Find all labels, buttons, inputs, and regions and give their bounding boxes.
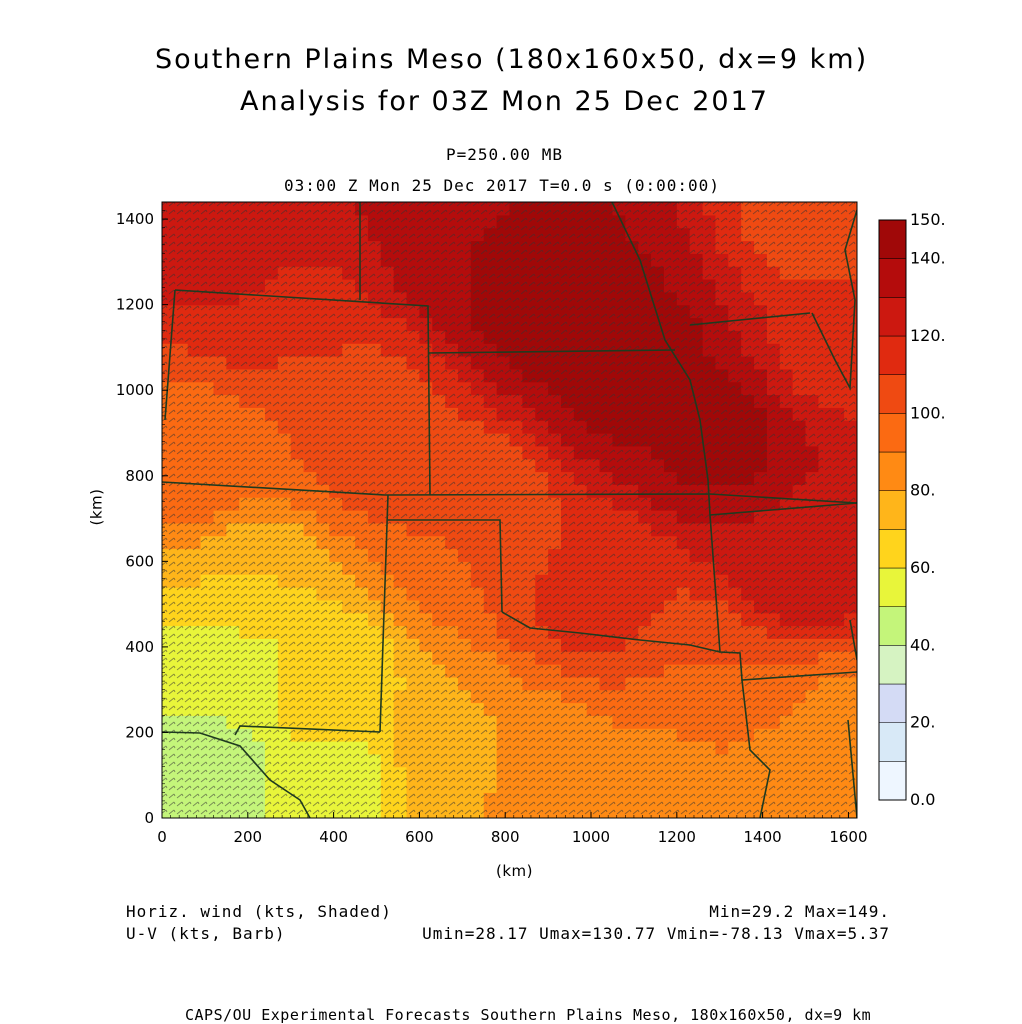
- colorbar-swatch: [878, 297, 907, 337]
- credit-line: CAPS/OU Experimental Forecasts Southern …: [185, 1006, 872, 1024]
- border-red-river: [501, 611, 721, 653]
- y-tick-label: 1200: [116, 296, 154, 314]
- x-tick-label: 1600: [829, 828, 867, 846]
- colorbar-label: 140.: [910, 249, 946, 268]
- chart-subtitle: Analysis for 03Z Mon 25 Dec 2017: [240, 86, 769, 117]
- border-arkansas-east: [741, 679, 771, 818]
- border-nebraska-south: [162, 481, 857, 504]
- colorbar-swatch: [878, 374, 907, 414]
- colorbar-swatch: [878, 258, 907, 298]
- x-axis: 0 200 400 600 800 1000 1200 1400 1600: [157, 812, 868, 846]
- border-arkansas-west: [709, 514, 857, 681]
- x-tick-label: 800: [491, 828, 520, 846]
- border-ok-panhandle: [388, 519, 503, 613]
- pressure-level: P=250.00 MB: [446, 145, 563, 164]
- border-texas-panhandle: [234, 725, 381, 736]
- border-colorado-west: [164, 289, 176, 421]
- colorbar-swatch: [878, 567, 907, 607]
- colorbar-label: 40.: [910, 635, 935, 654]
- colorbar-label: 120.: [910, 326, 946, 345]
- colorbar-swatch: [878, 219, 907, 259]
- y-axis: 0 200 400 600 800 1000 1200 1400: [116, 201, 168, 827]
- chart-title: Southern Plains Meso (180x160x50, dx=9 k…: [155, 44, 869, 75]
- border-louisiana: [847, 619, 857, 818]
- uv-statistics: Umin=28.17 Umax=130.77 Vmin=-78.13 Vmax=…: [422, 924, 890, 943]
- colorbar-label: 100.: [910, 403, 946, 422]
- border-iowa-south: [689, 312, 811, 326]
- x-tick-label: 1200: [658, 828, 696, 846]
- border-colorado-north: [174, 289, 431, 496]
- x-tick-label: 400: [319, 828, 348, 846]
- colorbar-swatch: [878, 490, 907, 530]
- colorbar-swatch: [878, 529, 907, 569]
- colorbar-label: 0.0: [910, 790, 935, 809]
- border-mexico: [162, 731, 311, 818]
- border-missouri-south: [709, 502, 857, 516]
- x-tick-label: 200: [233, 828, 262, 846]
- colorbar-swatch: [878, 761, 907, 801]
- y-tick-label: 1000: [116, 381, 154, 399]
- min-max-values: Min=29.2 Max=149.: [709, 902, 890, 921]
- border-kansas-north: [427, 349, 676, 354]
- y-tick-label: 800: [125, 467, 154, 485]
- x-tick-label: 0: [157, 828, 167, 846]
- border-missouri-river: [611, 202, 711, 516]
- y-tick-label: 400: [125, 638, 154, 656]
- y-axis-label: (km): [87, 488, 106, 526]
- colorbar-swatch: [878, 645, 907, 685]
- x-tick-label: 1400: [744, 828, 782, 846]
- colorbar-label: 150.: [910, 210, 946, 229]
- y-tick-label: 200: [125, 723, 154, 741]
- y-tick-label: 0: [144, 809, 154, 827]
- colorbar-swatch: [878, 335, 907, 375]
- colorbar-label: 20.: [910, 713, 935, 732]
- colorbar-label: 80.: [910, 481, 935, 500]
- overlay-description: U-V (kts, Barb): [126, 924, 286, 943]
- colorbar-swatch: [878, 413, 907, 453]
- wind-barbs: [162, 202, 857, 818]
- y-tick-label: 600: [125, 552, 154, 570]
- colorbar-swatch: [878, 683, 907, 723]
- field-description: Horiz. wind (kts, Shaded): [126, 902, 392, 921]
- colorbar-swatch: [878, 451, 907, 491]
- colorbar-label: 60.: [910, 558, 935, 577]
- border-mississippi: [811, 209, 857, 391]
- state-borders: [162, 202, 857, 818]
- y-tick-label: 1400: [116, 210, 154, 228]
- x-tick-label: 600: [405, 828, 434, 846]
- colorbar-swatch: [878, 606, 907, 646]
- border-newmexico-east: [379, 494, 389, 733]
- x-tick-label: 1000: [572, 828, 610, 846]
- colorbar-frame: [878, 219, 907, 801]
- colorbar: 0.0 20. 40. 60. 80. 100. 120. 140. 150.: [878, 210, 946, 809]
- x-axis-label: (km): [496, 862, 534, 880]
- valid-time: 03:00 Z Mon 25 Dec 2017 T=0.0 s (0:00:00…: [284, 176, 720, 195]
- colorbar-swatch: [878, 722, 907, 762]
